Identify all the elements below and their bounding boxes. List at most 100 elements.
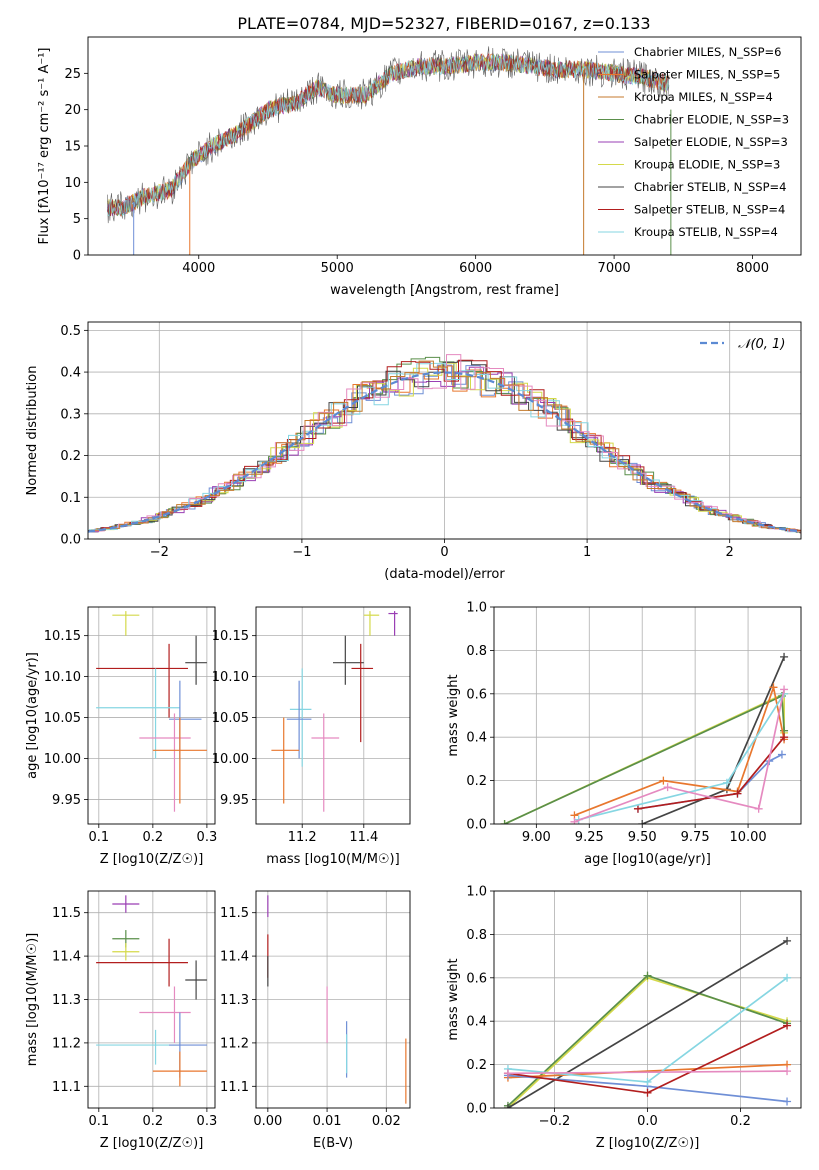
- y-tick-label: 0.0: [466, 818, 487, 833]
- y-tick-label: 5: [73, 212, 81, 227]
- weight-marker: [659, 776, 668, 785]
- plot-area-massweight-vs-age: [500, 652, 789, 824]
- y-axis-label: Normed distribution: [25, 366, 40, 496]
- panel-age-vs-mass: 11.2 11.4 9.95 10.00 10.05 10.10 10.15 mass [lo…: [212, 606, 411, 867]
- weight-line: [507, 1070, 788, 1075]
- plot-area-age-vs-mass: [271, 611, 398, 812]
- y-tick-label: 11.3: [220, 993, 249, 1008]
- x-tick-label: 0.00: [253, 1114, 282, 1129]
- plot-area-age-vs-Z: [96, 611, 207, 812]
- axes-frame: [87, 36, 802, 256]
- weight-marker: [643, 1077, 652, 1086]
- x-tick-label: 9.25: [575, 830, 604, 845]
- spectrum-line: [107, 53, 670, 217]
- y-axis-label: mass weight: [446, 958, 461, 1040]
- y-tick-label: 20: [64, 103, 81, 118]
- panel-mass-vs-EBV: 0.00 0.01 0.02 11.1 11.2 11.3 11.4 11.5 E(B-V): [220, 890, 411, 1151]
- y-tick-label: 0.0: [466, 1102, 487, 1117]
- axes-frame: [493, 890, 802, 1109]
- y-axis-label: Flux [fλ10⁻¹⁷ erg cm⁻² s⁻¹ A⁻¹]: [37, 48, 52, 245]
- weight-marker: [643, 1088, 652, 1097]
- x-tick-label: 9.00: [522, 830, 551, 845]
- y-tick-label: 10.05: [212, 711, 249, 726]
- y-tick-label: 0.0: [60, 533, 81, 548]
- weight-marker: [783, 936, 792, 945]
- legend-label: Kroupa ELODIE, N_SSP=3: [634, 158, 780, 172]
- x-tick-label: 9.50: [628, 830, 657, 845]
- axes-frame: [255, 890, 411, 1109]
- weight-line: [574, 684, 785, 817]
- axes-frame: [493, 606, 802, 825]
- histogram-step: [90, 354, 801, 532]
- x-tick-label: 4000: [182, 261, 215, 276]
- x-tick-label: 8000: [736, 261, 769, 276]
- y-tick-label: 11.2: [220, 1036, 249, 1051]
- x-axis-label: mass [log10(M/M☉)]: [266, 852, 399, 867]
- x-tick-label: 11.2: [288, 830, 317, 845]
- x-tick-label: 7000: [598, 261, 631, 276]
- x-tick-label: 0.1: [88, 830, 109, 845]
- axes-frame: [87, 606, 216, 825]
- axes-frame: [87, 321, 802, 540]
- y-tick-label: 10: [64, 176, 81, 191]
- y-tick-label: 10.15: [212, 629, 249, 644]
- panel-massweight-vs-age: 9.00 9.25 9.50 9.75 10.00 0.0 0.2 0.4 0.6 0.8 1.0 a…: [446, 601, 802, 867]
- x-tick-label: 11.4: [349, 830, 378, 845]
- y-tick-label: 0.4: [60, 366, 81, 381]
- x-tick-label: 1: [583, 545, 591, 560]
- y-tick-label: 0.4: [466, 731, 487, 746]
- weight-marker: [500, 820, 509, 824]
- weight-marker: [780, 652, 789, 661]
- y-tick-label: 10.00: [212, 752, 249, 767]
- y-tick-label: 1.0: [466, 885, 487, 900]
- y-tick-label: 10.10: [212, 670, 249, 685]
- weight-marker: [733, 789, 742, 798]
- weight-marker: [570, 817, 579, 824]
- y-tick-label: 11.1: [52, 1080, 81, 1095]
- plot-area-mass-vs-EBV: [267, 895, 407, 1104]
- x-axis-label: Z [log10(Z/Z☉)]: [100, 852, 204, 867]
- y-tick-label: 0.8: [466, 928, 487, 943]
- weight-marker: [643, 971, 652, 980]
- x-tick-label: 0.0: [637, 1114, 658, 1129]
- weight-marker: [722, 778, 731, 787]
- legend-label: 𝒩(0, 1): [738, 337, 785, 352]
- y-tick-label: 0.4: [466, 1015, 487, 1030]
- weight-marker: [754, 804, 763, 813]
- normal-curve: [88, 371, 801, 533]
- figure-title: PLATE=0784, MJD=52327, FIBERID=0167, z=0…: [237, 14, 650, 33]
- panel-residuals: −2 −1 0 1 2 0.0 0.1 0.2 0.3 0.4 0.5 (data-model)/er…: [25, 321, 802, 582]
- y-axis-label: mass [log10(M/M☉)]: [25, 933, 40, 1066]
- y-tick-label: 10.10: [44, 670, 81, 685]
- y-tick-label: 10.15: [44, 629, 81, 644]
- plot-area-residuals: [88, 354, 801, 534]
- y-tick-label: 9.95: [52, 793, 81, 808]
- weight-marker: [638, 820, 647, 824]
- y-tick-label: 11.3: [52, 993, 81, 1008]
- weight-marker: [783, 1097, 792, 1106]
- weight-marker: [783, 973, 792, 982]
- y-tick-label: 0.6: [466, 971, 487, 986]
- y-tick-label: 0.2: [466, 774, 487, 789]
- x-axis-label: E(B-V): [313, 1136, 353, 1151]
- x-tick-label: 0.2: [730, 1114, 751, 1129]
- weight-line: [574, 689, 785, 823]
- histogram-step: [91, 360, 801, 532]
- weight-marker: [783, 1067, 792, 1076]
- x-tick-label: 0.3: [197, 830, 218, 845]
- y-tick-label: 25: [64, 67, 81, 82]
- x-axis-label: age [log10(age/yr)]: [584, 852, 711, 867]
- weight-marker: [780, 685, 789, 694]
- weight-marker: [503, 1104, 512, 1108]
- legend-label: Chabrier STELIB, N_SSP=4: [634, 180, 786, 194]
- y-tick-label: 9.95: [220, 793, 249, 808]
- plot-area-spectrum: [107, 46, 672, 255]
- y-tick-label: 0.3: [60, 407, 81, 422]
- axes-frame: [255, 606, 411, 825]
- y-tick-label: 0.2: [466, 1058, 487, 1073]
- weight-marker: [780, 733, 789, 742]
- legend-label: Kroupa MILES, N_SSP=4: [634, 90, 773, 104]
- legend-label: Kroupa STELIB, N_SSP=4: [634, 225, 778, 239]
- plot-area-mass-vs-Z: [96, 895, 207, 1087]
